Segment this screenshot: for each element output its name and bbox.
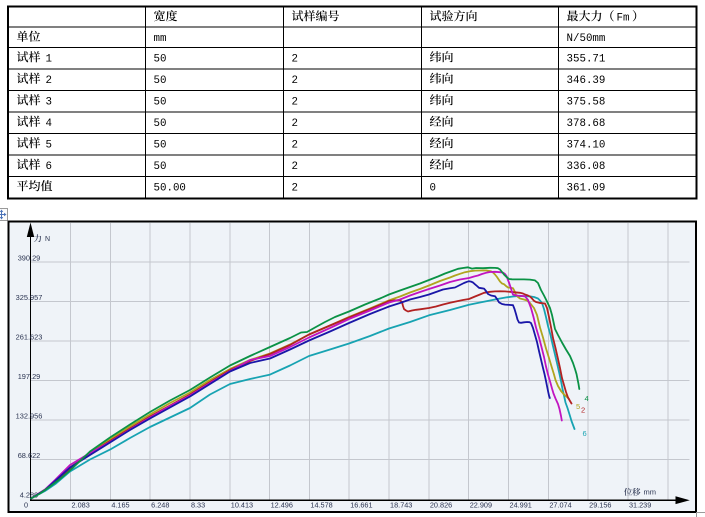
- svg-text:378.68: 378.68: [567, 118, 606, 130]
- svg-text:346.39: 346.39: [567, 75, 606, 87]
- svg-text:24.991: 24.991: [510, 501, 532, 510]
- svg-text:355.71: 355.71: [567, 53, 606, 65]
- svg-text:2.083: 2.083: [72, 501, 90, 510]
- svg-text:0: 0: [430, 182, 436, 194]
- svg-text:N/50mm: N/50mm: [567, 33, 606, 45]
- svg-text:2: 2: [292, 75, 298, 87]
- svg-text:4: 4: [46, 118, 52, 130]
- svg-text:31.239: 31.239: [629, 501, 651, 510]
- svg-text:5: 5: [46, 139, 52, 151]
- svg-text:50: 50: [154, 161, 167, 173]
- svg-text:18.743: 18.743: [390, 501, 412, 510]
- svg-text:Fm: Fm: [617, 12, 630, 24]
- svg-text:mm: mm: [644, 488, 657, 497]
- svg-text:6.248: 6.248: [151, 501, 169, 510]
- svg-text:50: 50: [154, 53, 167, 65]
- svg-text:361.09: 361.09: [567, 182, 606, 194]
- svg-text:1: 1: [46, 53, 52, 65]
- svg-text:16.661: 16.661: [350, 501, 372, 510]
- svg-text:2: 2: [581, 406, 585, 415]
- svg-text:2: 2: [292, 96, 298, 108]
- svg-text:50.00: 50.00: [154, 182, 186, 194]
- svg-text:2: 2: [292, 182, 298, 194]
- svg-text:50: 50: [154, 139, 167, 151]
- svg-text:2: 2: [46, 75, 52, 87]
- svg-text:68.622: 68.622: [18, 451, 41, 460]
- svg-text:27.074: 27.074: [549, 501, 571, 510]
- svg-text:4.289: 4.289: [20, 490, 39, 499]
- svg-text:2: 2: [292, 53, 298, 65]
- svg-text:N: N: [45, 236, 50, 243]
- svg-text:390.29: 390.29: [18, 253, 41, 262]
- svg-text:22.909: 22.909: [470, 501, 492, 510]
- svg-text:4.165: 4.165: [111, 501, 129, 510]
- svg-text:5: 5: [576, 402, 580, 411]
- svg-text:4: 4: [585, 394, 589, 403]
- svg-text:mm: mm: [154, 33, 167, 45]
- svg-text:12.496: 12.496: [271, 501, 293, 510]
- svg-text:2: 2: [292, 161, 298, 173]
- svg-text:20.826: 20.826: [430, 501, 452, 510]
- svg-text:50: 50: [154, 75, 167, 87]
- svg-text:197.29: 197.29: [18, 372, 41, 381]
- svg-text:0: 0: [24, 501, 28, 510]
- svg-text:50: 50: [154, 96, 167, 108]
- svg-text:325.957: 325.957: [16, 293, 43, 302]
- svg-text:50: 50: [154, 118, 167, 130]
- svg-text:10.413: 10.413: [231, 501, 253, 510]
- svg-text:336.08: 336.08: [567, 161, 606, 173]
- svg-text:2: 2: [292, 118, 298, 130]
- svg-text:29.156: 29.156: [589, 501, 611, 510]
- svg-text:261.623: 261.623: [16, 332, 43, 341]
- svg-text:6: 6: [583, 429, 587, 438]
- svg-text:2: 2: [292, 139, 298, 151]
- svg-text:6: 6: [46, 161, 52, 173]
- svg-text:374.10: 374.10: [567, 139, 606, 151]
- svg-text:132.956: 132.956: [16, 411, 43, 420]
- svg-text:14.578: 14.578: [310, 501, 332, 510]
- svg-text:375.58: 375.58: [567, 96, 606, 108]
- svg-text:8.33: 8.33: [191, 501, 205, 510]
- svg-text:3: 3: [46, 96, 52, 108]
